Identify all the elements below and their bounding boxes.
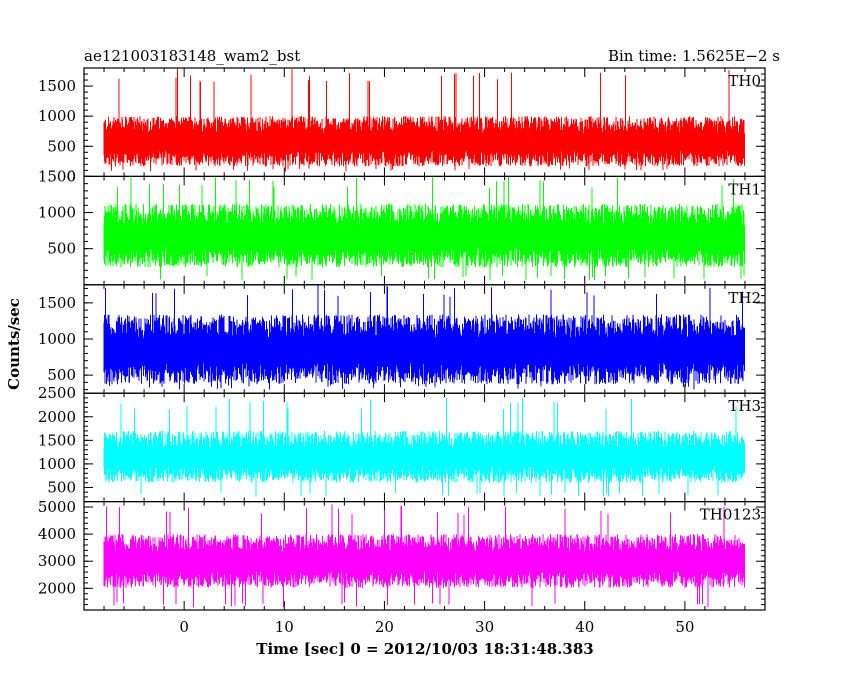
y-tick-label: 2000 <box>38 408 76 426</box>
panels: 0 500 1000 1500 TH0 500 1000 1500 TH1 500 1000 1500… <box>38 67 766 611</box>
y-tick-label: 500 <box>47 137 76 155</box>
y-tick-label: 1500 <box>38 431 76 449</box>
panel-th0: 0 500 1000 1500 TH0 <box>38 67 766 185</box>
panel-label: TH2 <box>728 289 761 307</box>
y-tick-label: 1500 <box>38 77 76 95</box>
y-tick-label: 1500 <box>38 167 76 185</box>
y-tick-label: 500 <box>47 366 76 384</box>
y-tick-label: 3000 <box>38 552 76 570</box>
y-tick-label: 1000 <box>38 330 76 348</box>
series-th1 <box>103 176 745 281</box>
panel-label: TH0 <box>728 72 761 90</box>
x-tick-label: 20 <box>375 618 394 636</box>
x-tick-label: 0 <box>179 618 189 636</box>
y-tick-label: 1000 <box>38 107 76 125</box>
panel-label: TH0123 <box>700 506 761 524</box>
x-tick-label: 50 <box>675 618 694 636</box>
bin-time-label: Bin time: 1.5625E−2 s <box>608 47 780 65</box>
series-th2 <box>103 284 745 390</box>
series-th0 <box>103 68 745 172</box>
x-tick-label: 40 <box>575 618 594 636</box>
y-tick-label: 1000 <box>38 204 76 222</box>
y-tick-label: 500 <box>47 240 76 258</box>
y-tick-label: 4000 <box>38 525 76 543</box>
y-axis-label: Counts/sec <box>5 298 23 390</box>
panel-label: TH1 <box>728 180 761 198</box>
y-tick-label: 2500 <box>38 384 76 402</box>
y-tick-label: 500 <box>47 478 76 496</box>
panel-th3: 500 1000 1500 2000 2500 TH3 <box>38 384 766 503</box>
chart-title: ae121003183148_wam2_bst <box>84 47 300 65</box>
series-th0123 <box>103 504 745 608</box>
y-tick-label: 5000 <box>38 498 76 516</box>
panel-label: TH3 <box>728 397 761 415</box>
y-tick-label: 1500 <box>38 294 76 312</box>
panel-th1: 500 1000 1500 TH1 <box>38 167 766 286</box>
panel-th0123: 2000 3000 4000 5000 TH0123 <box>38 498 766 611</box>
x-tick-label: 10 <box>275 618 294 636</box>
x-axis: 0 10 20 30 40 50 <box>179 618 694 636</box>
x-tick-label: 30 <box>475 618 494 636</box>
panel-th2: 500 1000 1500 TH2 <box>38 284 766 394</box>
x-axis-label: Time [sec] 0 = 2012/10/03 18:31:48.383 <box>256 640 593 658</box>
y-tick-label: 0 <box>66 167 76 185</box>
y-tick-label: 1000 <box>38 455 76 473</box>
y-tick-label: 2000 <box>38 579 76 597</box>
series-th3 <box>103 398 745 497</box>
